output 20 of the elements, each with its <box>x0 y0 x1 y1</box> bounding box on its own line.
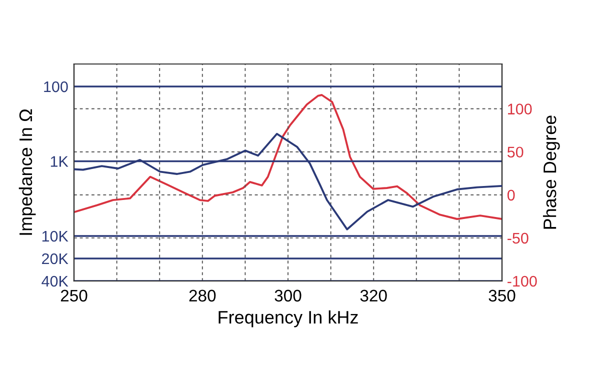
x-tick-label: 350 <box>488 290 516 302</box>
x-tick-label: 250 <box>60 290 88 302</box>
y2-axis-title: Phase Degree <box>542 116 560 229</box>
y2-tick-label: 0 <box>507 190 515 201</box>
y-tick-label: 1K <box>50 156 68 167</box>
y-tick-label: 40K <box>42 276 68 287</box>
y2-tick-label: -100 <box>508 276 537 287</box>
x-axis-title: Frequency In kHz <box>218 310 358 328</box>
y2-tick-label: -50 <box>508 232 528 244</box>
line-series <box>74 94 502 220</box>
x-tick-label: 320 <box>360 290 387 302</box>
x-tick-label: 300 <box>274 290 302 302</box>
y2-tick-label: 100 <box>508 104 532 114</box>
y-axis-title: Impedance In Ω <box>18 109 36 235</box>
y2-tick-label: 50 <box>507 146 524 158</box>
y-tick-label: 20K <box>42 253 68 264</box>
x-tick-label: 280 <box>189 290 216 302</box>
line-series <box>74 132 502 230</box>
y-tick-label: 10K <box>42 230 68 242</box>
y-tick-label: 100 <box>44 81 68 92</box>
